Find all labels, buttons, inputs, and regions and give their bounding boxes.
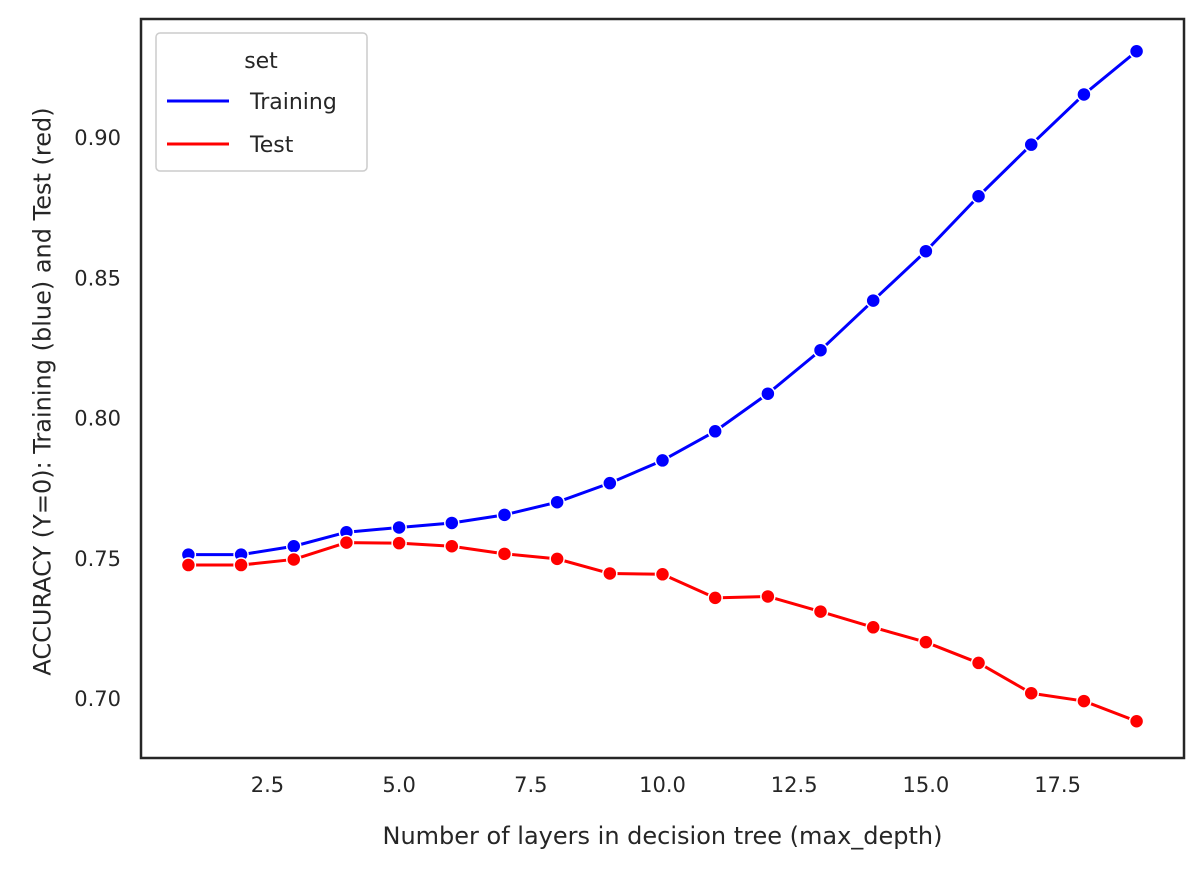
data-point-training	[1076, 86, 1092, 103]
series-test	[180, 534, 1145, 730]
data-point-test	[1023, 685, 1039, 701]
legend-box	[155, 32, 368, 172]
legend-title: set	[244, 49, 278, 74]
data-point-training	[1023, 136, 1039, 153]
data-point-test	[918, 634, 934, 650]
y-tick-label: 0.90	[74, 126, 121, 150]
data-point-training	[654, 452, 671, 469]
y-tick-label: 0.70	[74, 687, 121, 711]
data-point-test	[286, 551, 302, 568]
legend[interactable]: set Training Test	[155, 32, 368, 172]
data-point-test	[602, 565, 618, 582]
data-point-training	[760, 385, 776, 402]
data-point-test	[233, 557, 249, 573]
legend-label-training: Training	[249, 90, 337, 115]
x-tick-label: 15.0	[903, 773, 950, 797]
data-point-training	[970, 188, 987, 204]
data-point-training	[918, 243, 934, 259]
data-point-test	[865, 619, 881, 636]
data-point-training	[602, 475, 618, 491]
data-point-training	[286, 538, 302, 555]
y-tick-label: 0.75	[74, 547, 121, 571]
data-point-test	[391, 535, 407, 551]
data-point-test	[338, 534, 355, 551]
x-tick-label: 2.5	[251, 773, 284, 797]
data-point-test	[1076, 693, 1092, 709]
x-tick-label: 10.0	[639, 773, 686, 797]
data-point-training	[444, 515, 460, 531]
x-tick-label: 17.5	[1034, 773, 1081, 797]
data-point-training	[391, 519, 407, 536]
plot-frame	[139, 17, 1186, 760]
y-axis-ticks: 0.70 0.75 0.80 0.85 0.90	[74, 126, 121, 711]
x-tick-label: 7.5	[514, 773, 547, 797]
y-tick-label: 0.85	[74, 266, 121, 290]
x-tick-label: 12.5	[771, 773, 818, 797]
data-point-test	[1128, 713, 1145, 730]
legend-label-test: Test	[249, 133, 294, 158]
x-axis-ticks: 2.5 5.0 7.5 10.0 12.5 15.0 17.5	[251, 773, 1081, 797]
data-point-test	[707, 590, 723, 606]
data-point-training	[549, 494, 565, 510]
data-point-test	[760, 588, 776, 605]
data-point-test	[180, 557, 197, 573]
series-layer	[180, 43, 1145, 730]
x-tick-label: 5.0	[382, 773, 415, 797]
data-point-test	[654, 566, 671, 583]
data-point-test	[444, 538, 460, 555]
data-point-test	[812, 603, 829, 620]
x-axis-label: Number of layers in decision tree (max_d…	[383, 822, 943, 850]
y-tick-label: 0.80	[74, 407, 121, 431]
data-point-training	[812, 342, 829, 358]
data-point-training	[707, 423, 723, 440]
data-point-test	[970, 655, 987, 671]
data-point-training	[1128, 43, 1145, 60]
data-point-test	[549, 551, 565, 567]
data-point-test	[496, 546, 513, 562]
data-point-training	[496, 507, 513, 523]
y-axis-label: ACCURACY (Y=0): Training (blue) and Test…	[28, 107, 56, 675]
data-point-training	[865, 292, 881, 309]
